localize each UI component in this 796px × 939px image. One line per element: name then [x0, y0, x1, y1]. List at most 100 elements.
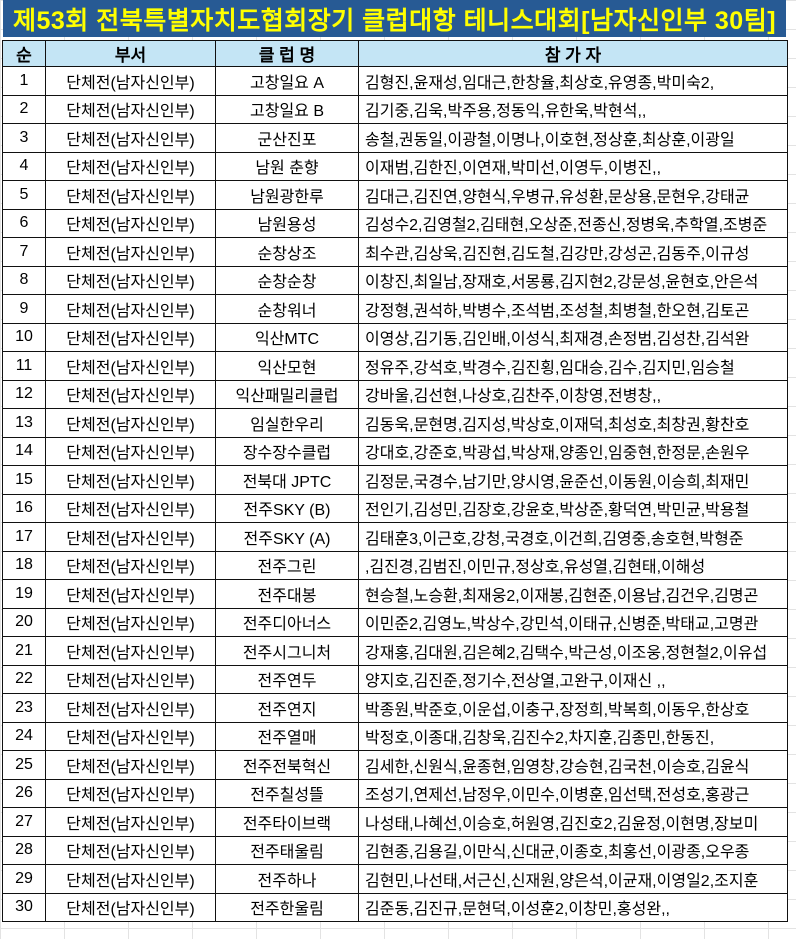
table-row: 22 단체전(남자신인부) 전주연두 양지호,김진준,정기수,전상열,고완구,이재신 … — [2, 664, 788, 694]
table-row: 17 단체전(남자신인부) 전주SKY (A) 김태훈3,이근호,강청,국경호,이건희… — [2, 522, 788, 552]
table-row: 2 단체전(남자신인부) 고창일요 B 김기중,김욱,박주용,정동익,유한욱,박현석,… — [2, 94, 788, 124]
row-number: 26 — [2, 778, 46, 808]
participants-cell: 최수관,김상욱,김진현,김도철,김강만,강성곤,김동주,이규성 — [358, 237, 788, 267]
division-cell: 단체전(남자신인부) — [45, 351, 216, 381]
row-number: 21 — [2, 636, 46, 666]
club-name-cell: 전주연두 — [215, 664, 359, 694]
club-name-cell: 순창순창 — [215, 265, 359, 295]
participants-cell: 나성태,나혜선,이승호,허원영,김진호2,김윤정,이현명,장보미 — [358, 807, 788, 837]
header-participants: 참 가 자 — [358, 40, 788, 67]
club-name-cell: 고창일요 A — [215, 66, 359, 96]
row-number: 6 — [2, 208, 46, 238]
table-row: 9 단체전(남자신인부) 순창워너 강정형,권석하,박병수,조석범,조성철,최병철,한… — [2, 294, 788, 324]
division-cell: 단체전(남자신인부) — [45, 94, 216, 124]
club-name-cell: 임실한우리 — [215, 408, 359, 438]
club-name-cell: 전주디아너스 — [215, 607, 359, 637]
club-name-cell: 전주태울림 — [215, 835, 359, 865]
club-name-cell: 전주대봉 — [215, 579, 359, 609]
participants-cell: 김준동,김진규,문현덕,이성훈2,이창민,홍성완,, — [358, 892, 788, 922]
division-cell: 단체전(남자신인부) — [45, 522, 216, 552]
row-number: 14 — [2, 436, 46, 466]
division-cell: 단체전(남자신인부) — [45, 636, 216, 666]
division-cell: 단체전(남자신인부) — [45, 151, 216, 181]
club-name-cell: 전주시그니처 — [215, 636, 359, 666]
page-title: 제53회 전북특별자치도협회장기 클럽대항 테니스대회[남자신인부 30팀] — [3, 0, 786, 37]
row-number: 27 — [2, 807, 46, 837]
row-number: 11 — [2, 351, 46, 381]
division-cell: 단체전(남자신인부) — [45, 835, 216, 865]
club-name-cell: 전주SKY (A) — [215, 522, 359, 552]
participants-cell: 전인기,김성민,김장호,강윤호,박상준,황덕연,박민균,박용철 — [358, 493, 788, 523]
division-cell: 단체전(남자신인부) — [45, 778, 216, 808]
row-number: 12 — [2, 379, 46, 409]
participants-cell: 양지호,김진준,정기수,전상열,고완구,이재신 ,, — [358, 664, 788, 694]
division-cell: 단체전(남자신인부) — [45, 294, 216, 324]
division-cell: 단체전(남자신인부) — [45, 408, 216, 438]
participants-cell: 강정형,권석하,박병수,조석범,조성철,최병철,한오현,김토곤 — [358, 294, 788, 324]
participants-cell: 김세한,신원식,윤종현,임영창,강승현,김국천,이승호,김윤식 — [358, 750, 788, 780]
participants-cell: 이영상,김기동,김인배,이성식,최재경,손정범,김성찬,김석완 — [358, 322, 788, 352]
participants-cell: 이재범,김한진,이연재,박미선,이영두,이병진,, — [358, 151, 788, 181]
table-row: 27 단체전(남자신인부) 전주타이브랙 나성태,나혜선,이승호,허원영,김진호2,김… — [2, 807, 788, 837]
participants-cell: 김현민,나선태,서근신,신재원,양은석,이균재,이영일2,조지훈 — [358, 864, 788, 894]
participants-cell: 조성기,연제선,남정우,이민수,이병훈,임선택,전성호,홍광근 — [358, 778, 788, 808]
table-row: 30 단체전(남자신인부) 전주한울림 김준동,김진규,문현덕,이성훈2,이창민,홍성… — [2, 892, 788, 922]
table-row: 29 단체전(남자신인부) 전주하나 김현민,나선태,서근신,신재원,양은석,이균재,… — [2, 864, 788, 894]
table-row: 5 단체전(남자신인부) 남원광한루 김대근,김진연,양현식,우병규,유성환,문상용,… — [2, 180, 788, 210]
club-name-cell: 전주한울림 — [215, 892, 359, 922]
row-number: 4 — [2, 151, 46, 181]
table-row: 11 단체전(남자신인부) 익산모현 정유주,강석호,박경수,김진횡,임대승,김수,김… — [2, 351, 788, 381]
row-number: 7 — [2, 237, 46, 267]
roster-table: 순 부서 클 럽 명 참 가 자 1 단체전(남자신인부) 고창일요 A 김형진,윤재… — [2, 40, 788, 922]
division-cell: 단체전(남자신인부) — [45, 436, 216, 466]
row-number: 18 — [2, 550, 46, 580]
club-name-cell: 익산모현 — [215, 351, 359, 381]
row-number: 28 — [2, 835, 46, 865]
participants-cell: 강대호,강준호,박광섭,박상재,양종인,임중현,한정문,손원우 — [358, 436, 788, 466]
club-name-cell: 전주SKY (B) — [215, 493, 359, 523]
table-row: 25 단체전(남자신인부) 전주전북혁신 김세한,신원식,윤종현,임영창,강승현,김국… — [2, 750, 788, 780]
row-number: 17 — [2, 522, 46, 552]
division-cell: 단체전(남자신인부) — [45, 693, 216, 723]
participants-cell: 김대근,김진연,양현식,우병규,유성환,문상용,문현우,강태균 — [358, 180, 788, 210]
club-name-cell: 익산MTC — [215, 322, 359, 352]
table-row: 3 단체전(남자신인부) 군산진포 송철,권동일,이광철,이명나,이호현,정상훈,최상… — [2, 123, 788, 153]
row-number: 19 — [2, 579, 46, 609]
table-row: 20 단체전(남자신인부) 전주디아너스 이민준2,김영노,박상수,강민석,이태규,신… — [2, 607, 788, 637]
row-number: 30 — [2, 892, 46, 922]
row-number: 3 — [2, 123, 46, 153]
division-cell: 단체전(남자신인부) — [45, 607, 216, 637]
row-number: 15 — [2, 465, 46, 495]
header-division: 부서 — [45, 40, 216, 67]
division-cell: 단체전(남자신인부) — [45, 864, 216, 894]
row-number: 23 — [2, 693, 46, 723]
table-row: 21 단체전(남자신인부) 전주시그니처 강재홍,김대원,김은혜2,김택수,박근성,이… — [2, 636, 788, 666]
table-row: 15 단체전(남자신인부) 전북대 JPTC 김정문,국경수,남기만,양시영,윤준선,… — [2, 465, 788, 495]
table-row: 12 단체전(남자신인부) 익산패밀리클럽 강바울,김선현,나상호,김찬주,이창영,전… — [2, 379, 788, 409]
participants-cell: 이창진,최일남,장재호,서몽룡,김지현2,강문성,윤현호,안은석 — [358, 265, 788, 295]
club-name-cell: 전주전북혁신 — [215, 750, 359, 780]
club-name-cell: 전주하나 — [215, 864, 359, 894]
division-cell: 단체전(남자신인부) — [45, 237, 216, 267]
participants-cell: 이민준2,김영노,박상수,강민석,이태규,신병준,박태교,고명관 — [358, 607, 788, 637]
club-name-cell: 전주그린 — [215, 550, 359, 580]
division-cell: 단체전(남자신인부) — [45, 208, 216, 238]
division-cell: 단체전(남자신인부) — [45, 664, 216, 694]
row-number: 13 — [2, 408, 46, 438]
table-row: 18 단체전(남자신인부) 전주그린 ,김진경,김범진,이민규,정상호,유성열,김현태… — [2, 550, 788, 580]
table-row: 10 단체전(남자신인부) 익산MTC 이영상,김기동,김인배,이성식,최재경,손정범… — [2, 322, 788, 352]
row-number: 9 — [2, 294, 46, 324]
table-row: 26 단체전(남자신인부) 전주칠성뜰 조성기,연제선,남정우,이민수,이병훈,임선택… — [2, 778, 788, 808]
participants-cell: 김형진,윤재성,임대근,한창율,최상호,유영종,박미숙2, — [358, 66, 788, 96]
club-name-cell: 남원 춘향 — [215, 151, 359, 181]
participants-cell: 김성수2,김영철2,김태현,오상준,전종신,정병욱,추학열,조병준 — [358, 208, 788, 238]
row-number: 24 — [2, 721, 46, 751]
row-number: 8 — [2, 265, 46, 295]
club-name-cell: 전주연지 — [215, 693, 359, 723]
club-name-cell: 고창일요 B — [215, 94, 359, 124]
division-cell: 단체전(남자신인부) — [45, 322, 216, 352]
division-cell: 단체전(남자신인부) — [45, 465, 216, 495]
club-name-cell: 군산진포 — [215, 123, 359, 153]
club-name-cell: 순창상조 — [215, 237, 359, 267]
participants-cell: 송철,권동일,이광철,이명나,이호현,정상훈,최상훈,이광일 — [358, 123, 788, 153]
